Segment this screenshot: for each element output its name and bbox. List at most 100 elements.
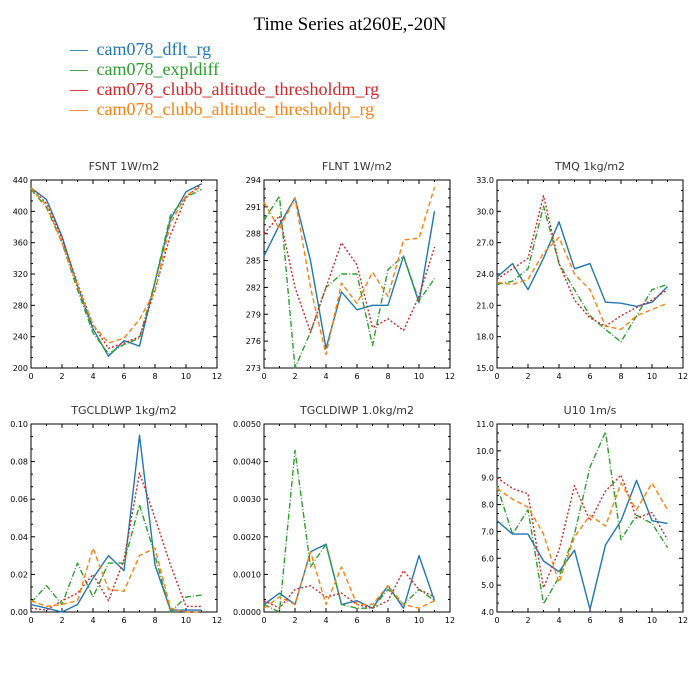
y-tick-label: 294 bbox=[246, 176, 261, 185]
panel-1: FSNT 1W/m2 0 2 4 6 8 10 12 200 240 280 320 360 400 440 bbox=[13, 160, 222, 381]
series-line-1 bbox=[496, 221, 668, 308]
y-tick-label: 33.0 bbox=[476, 176, 494, 185]
panel-title: FLNT 1W/m2 bbox=[322, 160, 392, 173]
x-tick-label: 2 bbox=[59, 616, 64, 625]
x-tick-label: 2 bbox=[292, 372, 297, 381]
x-tick-label: 0 bbox=[28, 372, 33, 381]
series-line-2 bbox=[496, 431, 669, 605]
series-line-2 bbox=[263, 195, 436, 369]
x-tick-label: 4 bbox=[556, 372, 561, 381]
panel-title: TGCLDIWP 1.0kg/m2 bbox=[299, 404, 414, 417]
x-tick-label: 2 bbox=[525, 616, 530, 625]
plot-frame bbox=[496, 179, 684, 369]
y-tick-label: 0.0050 bbox=[233, 420, 261, 429]
y-tick-label: 0.00 bbox=[10, 608, 28, 617]
series-line-3 bbox=[30, 183, 202, 350]
x-tick-label: 0 bbox=[261, 616, 266, 625]
legend-dash-1: — bbox=[70, 39, 88, 59]
x-tick-label: 8 bbox=[618, 616, 623, 625]
legend-entry-4: — cam078_clubb_altitude_thresholdp_rg bbox=[70, 99, 374, 120]
legend-entry-1: — cam078_dflt_rg bbox=[70, 39, 211, 60]
series-line-4 bbox=[263, 551, 435, 609]
series-line-1 bbox=[263, 197, 436, 349]
x-tick-label: 6 bbox=[587, 372, 592, 381]
legend-label-1: cam078_dflt_rg bbox=[96, 39, 212, 59]
y-tick-label: 291 bbox=[246, 203, 261, 212]
panel-title: FSNT 1W/m2 bbox=[89, 160, 160, 173]
series-line-1 bbox=[30, 434, 202, 613]
y-tick-label: 0.02 bbox=[10, 570, 28, 579]
legend-label-3: cam078_clubb_altitude_thresholdm_rg bbox=[96, 79, 380, 99]
x-tick-label: 10 bbox=[414, 372, 424, 381]
panel-6: U10 1m/s 0 2 4 6 8 10 12 4.0 5.0 6.0 7.0 8.0 9.0 10.0 1… bbox=[476, 404, 688, 625]
x-tick-label: 2 bbox=[292, 616, 297, 625]
panel-4: TGCLDLWP 1kg/m2 0 2 4 6 8 10 12 0.00 0.02 0.04 0.06… bbox=[10, 404, 222, 625]
y-tick-label: 24.0 bbox=[476, 270, 494, 279]
y-tick-label: 285 bbox=[246, 257, 261, 266]
x-tick-label: 8 bbox=[385, 616, 390, 625]
series-line-4 bbox=[496, 236, 668, 331]
y-tick-label: 0.10 bbox=[10, 420, 28, 429]
x-tick-label: 4 bbox=[323, 372, 328, 381]
y-tick-label: 5.0 bbox=[481, 581, 494, 590]
series-line-2 bbox=[263, 449, 435, 613]
series-line-1 bbox=[30, 183, 202, 357]
series-line-3 bbox=[30, 472, 202, 611]
y-tick-label: 6.0 bbox=[481, 554, 494, 563]
x-tick-label: 4 bbox=[90, 372, 95, 381]
x-tick-label: 6 bbox=[354, 616, 359, 625]
x-tick-label: 8 bbox=[152, 372, 157, 381]
y-tick-label: 200 bbox=[13, 364, 28, 373]
y-tick-label: 15.0 bbox=[476, 364, 494, 373]
x-tick-label: 0 bbox=[494, 616, 499, 625]
x-tick-label: 4 bbox=[556, 616, 561, 625]
series-line-3 bbox=[263, 569, 435, 609]
y-tick-label: 0.06 bbox=[10, 495, 28, 504]
chart-title: Time Series at260E,-20N bbox=[253, 14, 447, 35]
x-tick-label: 8 bbox=[618, 372, 623, 381]
y-tick-label: 0.0000 bbox=[233, 608, 261, 617]
panel-3: TMQ 1kg/m2 0 2 4 6 8 10 12 15.0 18.0 21.0 24.0 27.0 3… bbox=[476, 160, 688, 381]
legend-dash-3: — bbox=[70, 79, 88, 99]
y-tick-label: 279 bbox=[246, 310, 261, 319]
y-tick-label: 276 bbox=[246, 337, 261, 346]
series-line-4 bbox=[496, 482, 669, 584]
x-tick-label: 0 bbox=[494, 372, 499, 381]
panel-5: TGCLDIWP 1.0kg/m2 0 2 4 6 8 10 12 0.0000 0.0010 0.… bbox=[233, 404, 455, 625]
x-tick-label: 12 bbox=[445, 372, 455, 381]
y-tick-label: 30.0 bbox=[476, 207, 494, 216]
x-tick-label: 10 bbox=[181, 616, 191, 625]
x-tick-label: 2 bbox=[525, 372, 530, 381]
y-tick-label: 400 bbox=[13, 207, 28, 216]
y-tick-label: 0.04 bbox=[10, 533, 28, 542]
x-tick-label: 8 bbox=[152, 616, 157, 625]
y-tick-label: 27.0 bbox=[476, 239, 494, 248]
x-tick-label: 12 bbox=[212, 372, 222, 381]
series-line-1 bbox=[496, 479, 668, 610]
x-tick-label: 12 bbox=[678, 616, 688, 625]
legend-label-2: cam078_expldiff bbox=[96, 59, 220, 79]
y-tick-label: 240 bbox=[13, 333, 28, 342]
y-tick-label: 11.0 bbox=[476, 420, 494, 429]
legend-label-4: cam078_clubb_altitude_thresholdp_rg bbox=[96, 99, 375, 119]
series-line-2 bbox=[30, 504, 202, 613]
x-tick-label: 6 bbox=[121, 372, 126, 381]
x-tick-label: 0 bbox=[261, 372, 266, 381]
y-tick-label: 8.0 bbox=[481, 501, 494, 510]
legend-dash-4: — bbox=[70, 99, 88, 119]
plot-frame bbox=[496, 423, 684, 613]
y-tick-label: 9.0 bbox=[481, 474, 494, 483]
y-tick-label: 0.08 bbox=[10, 458, 28, 467]
legend-entry-3: — cam078_clubb_altitude_thresholdm_rg bbox=[70, 79, 379, 100]
y-tick-label: 282 bbox=[246, 283, 261, 292]
y-tick-label: 21.0 bbox=[476, 301, 494, 310]
y-tick-label: 4.0 bbox=[481, 608, 494, 617]
series-line-2 bbox=[496, 205, 668, 343]
series-line-4 bbox=[30, 547, 202, 613]
y-tick-label: 10.0 bbox=[476, 447, 494, 456]
x-tick-label: 10 bbox=[647, 372, 657, 381]
series-line-4 bbox=[30, 185, 202, 344]
panel-title: TGCLDLWP 1kg/m2 bbox=[70, 404, 176, 417]
series-line-3 bbox=[263, 215, 436, 333]
